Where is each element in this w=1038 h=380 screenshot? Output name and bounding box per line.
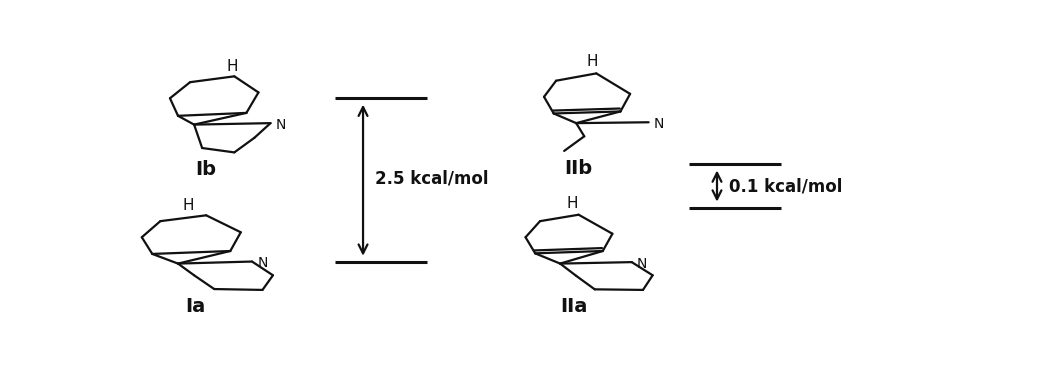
Text: H: H <box>586 54 598 69</box>
Text: N: N <box>276 117 286 131</box>
Text: IIa: IIa <box>561 297 588 316</box>
Text: H: H <box>227 59 239 74</box>
Text: IIb: IIb <box>565 159 593 178</box>
Text: 2.5 kcal/mol: 2.5 kcal/mol <box>375 170 489 188</box>
Text: 0.1 kcal/mol: 0.1 kcal/mol <box>729 177 843 195</box>
Text: N: N <box>257 256 268 270</box>
Text: N: N <box>637 256 648 271</box>
Text: Ia: Ia <box>186 297 206 316</box>
Text: H: H <box>567 196 578 211</box>
Text: N: N <box>654 117 664 131</box>
Text: Ib: Ib <box>196 160 217 179</box>
Text: H: H <box>183 198 194 212</box>
